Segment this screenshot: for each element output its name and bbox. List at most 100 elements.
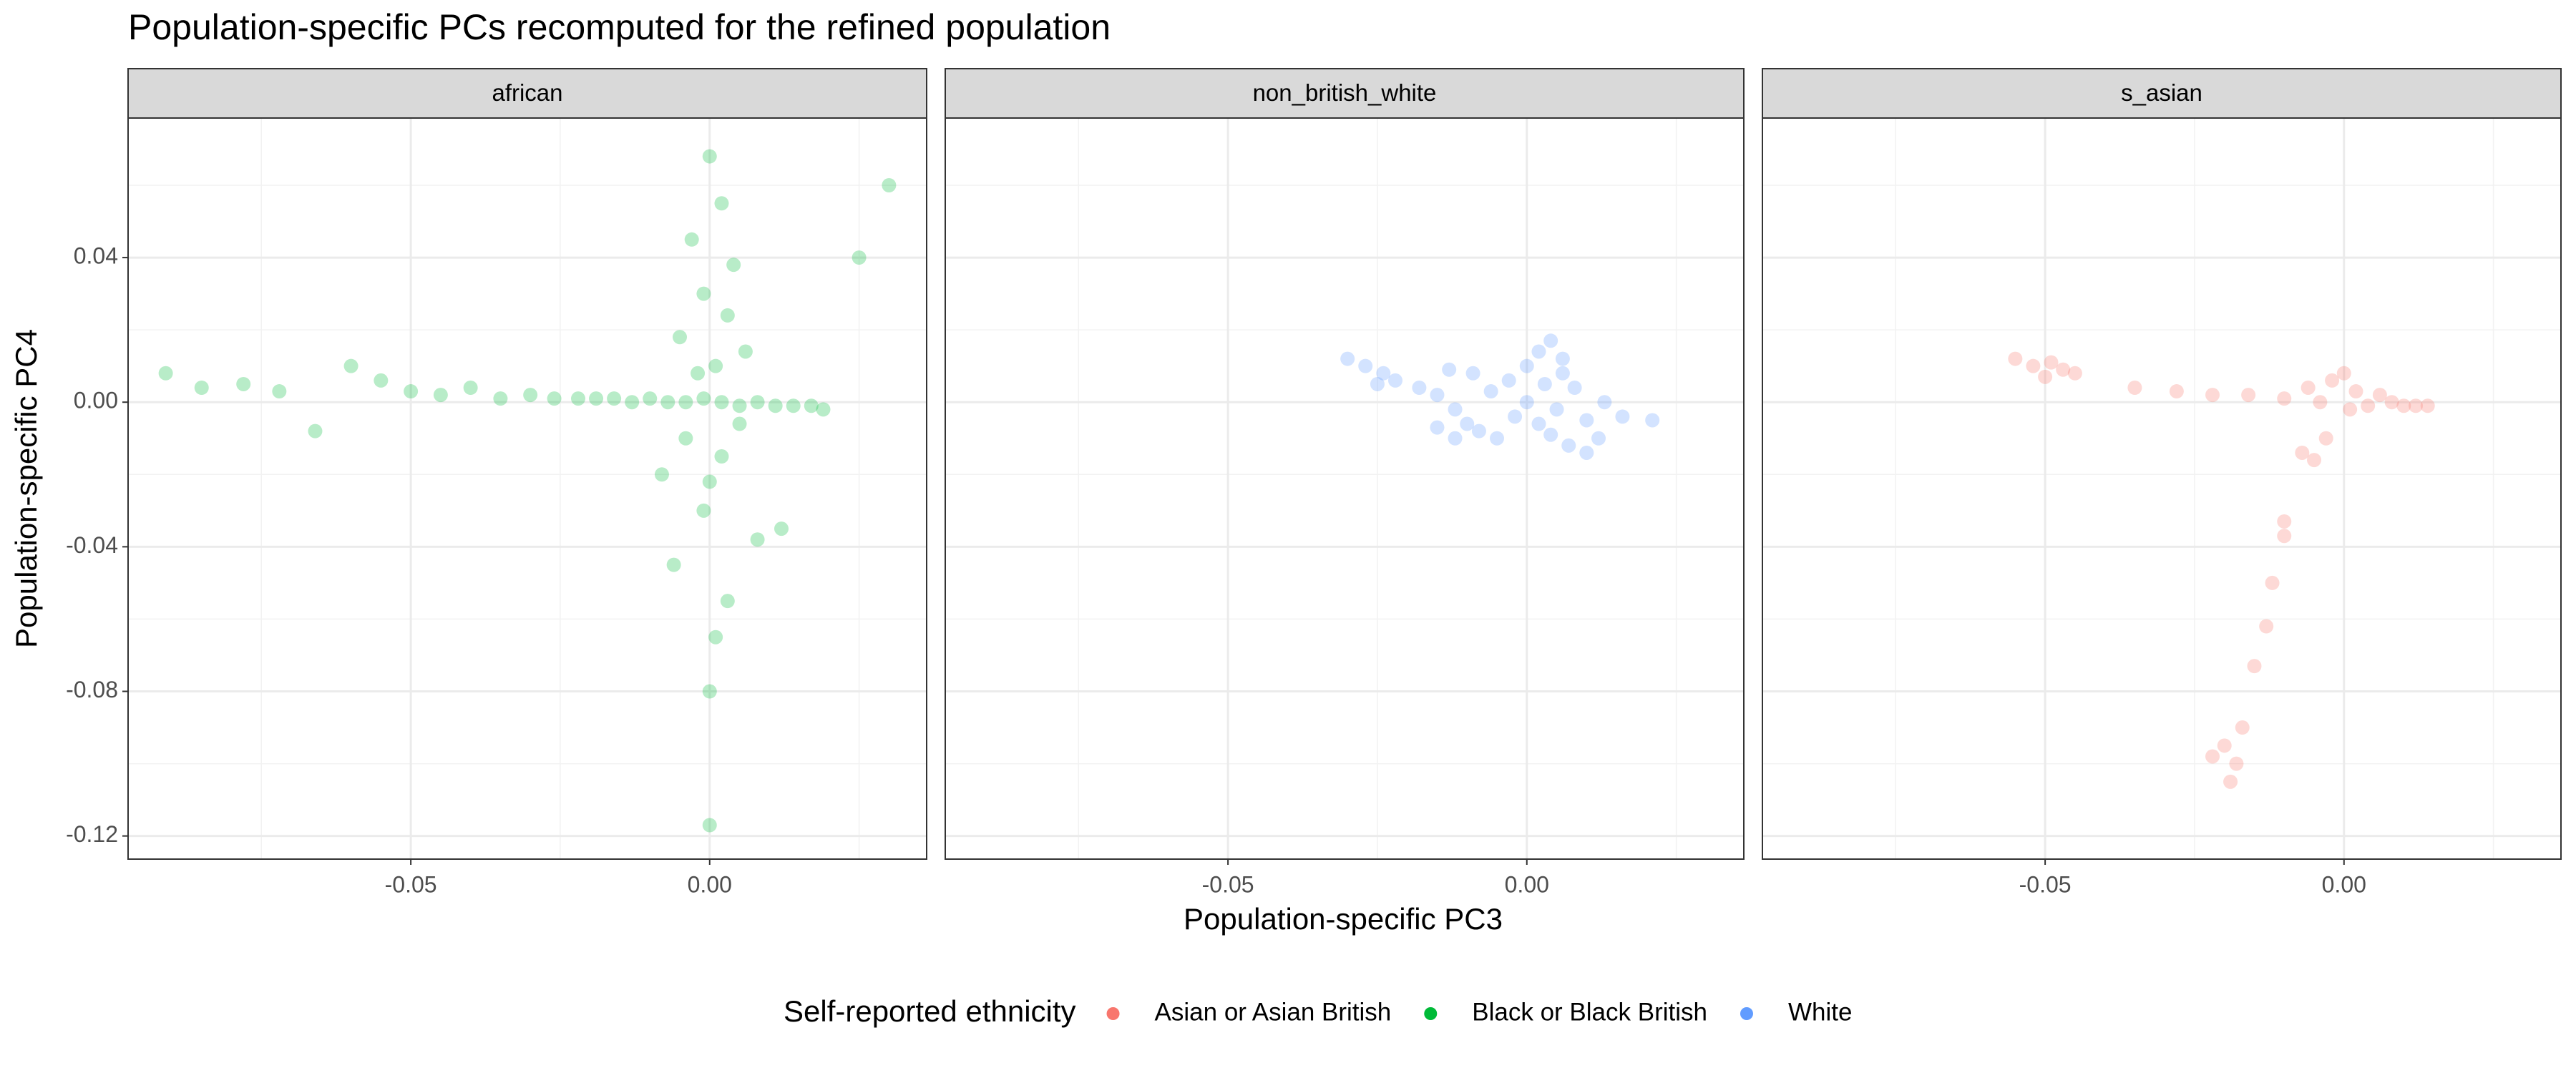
legend-marker [1424,1007,1438,1020]
facet-label: non_british_white [1253,79,1437,106]
point [1430,420,1445,435]
point [696,391,711,406]
point [2265,575,2280,590]
point [343,358,358,373]
point [1508,409,1523,424]
x-tick-label: -0.05 [1202,871,1254,897]
point [433,388,448,403]
point [2343,402,2358,417]
y-tick-label: -0.12 [66,821,118,847]
point [1430,388,1445,403]
point [732,398,747,413]
point [726,258,741,273]
point [2361,398,2376,413]
y-tick-label: -0.04 [66,532,118,558]
x-tick-label: -0.05 [385,871,437,897]
point [2205,388,2220,403]
point [750,532,765,547]
point [2277,391,2292,406]
y-tick-label: 0.00 [74,388,118,413]
point [708,358,723,373]
point [816,402,831,417]
point [684,232,699,247]
legend-marker [1740,1007,1753,1020]
point [1490,431,1505,446]
point [2313,395,2328,410]
point [702,818,717,833]
point [1549,402,1564,417]
point [2067,366,2082,381]
legend-marker [1106,1007,1120,1020]
point [272,384,287,399]
point [625,395,640,410]
point [1555,351,1570,366]
point [1465,366,1480,381]
legend-label: Asian or Asian British [1155,998,1392,1026]
point [2277,514,2292,529]
panel-background [128,118,927,859]
point [404,384,419,399]
point [1448,402,1463,417]
point [2229,756,2244,771]
point [2217,738,2232,753]
point [720,594,735,609]
point [1537,376,1552,391]
point [2247,659,2262,674]
point [678,395,693,410]
point [708,629,723,645]
point [2205,749,2220,764]
legend-title: Self-reported ethnicity [784,994,1076,1028]
point [493,391,508,406]
point [2241,388,2256,403]
point [2384,395,2399,410]
point [1460,416,1475,431]
point [1340,351,1355,366]
point [1519,395,1534,410]
y-tick-label: -0.08 [66,677,118,702]
point [2235,720,2250,735]
point [720,308,735,323]
y-axis-title: Population-specific PC4 [9,329,43,648]
point [2336,366,2351,381]
point [158,366,173,381]
point [2295,445,2310,460]
point [1555,366,1570,381]
point [607,391,622,406]
point [374,373,389,388]
point [236,376,251,391]
x-tick-label: 0.00 [688,871,732,897]
point [1471,423,1486,438]
point [1442,362,1457,377]
point [2372,388,2387,403]
point [194,381,209,396]
point [678,431,693,446]
point [1531,416,1546,431]
point [1519,358,1534,373]
point [1412,381,1427,396]
point [2301,381,2316,396]
point [2318,431,2333,446]
point [1448,431,1463,446]
point [1645,413,1660,428]
point [2169,384,2184,399]
panel-background [1762,118,2561,859]
point [2325,373,2340,388]
point [660,395,675,410]
point [2223,774,2238,789]
point [702,684,717,699]
point [1388,373,1403,388]
point [1543,333,1558,348]
point [714,395,729,410]
point [768,398,783,413]
point [523,388,538,403]
point [714,196,729,211]
point [1370,376,1385,391]
point [654,467,669,482]
point [2008,351,2023,366]
point [547,391,562,406]
point [1567,381,1582,396]
point [1543,427,1558,442]
point [1531,344,1546,359]
point [1579,413,1594,428]
